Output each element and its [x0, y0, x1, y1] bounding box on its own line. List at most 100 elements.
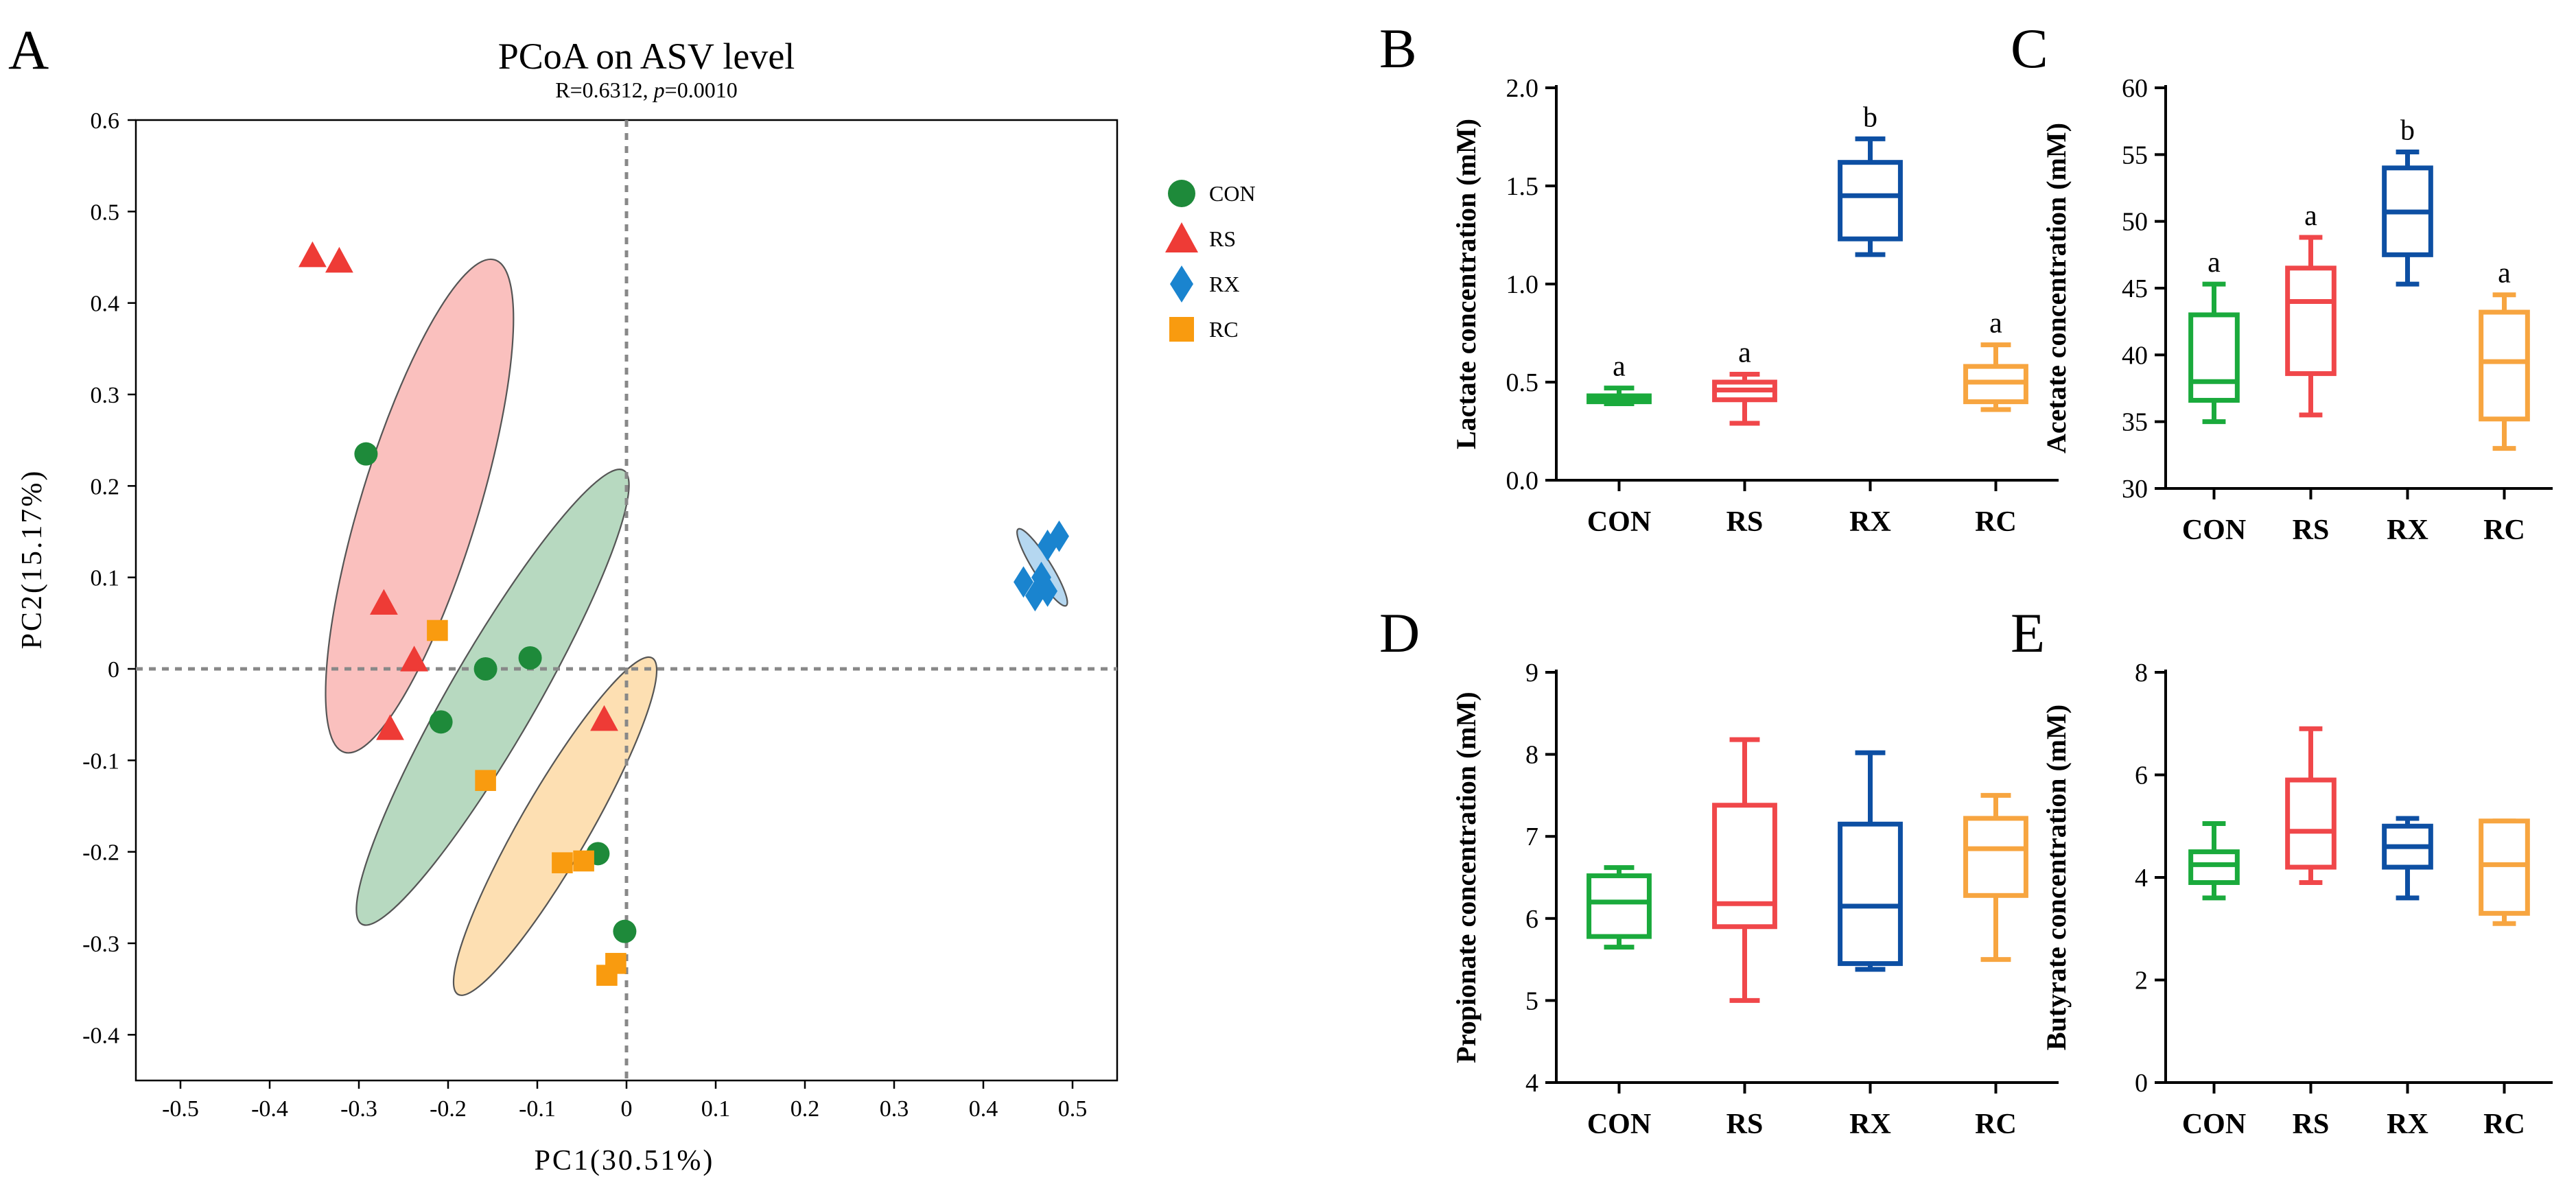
pcoa-legend: CON RS RX RC — [1165, 180, 1256, 342]
panel-label-b: B — [1379, 17, 1417, 80]
pcoa-xtick-label: -0.5 — [162, 1096, 199, 1122]
box-iqr — [1963, 816, 2028, 898]
ytick-label: 0.5 — [1506, 368, 1539, 397]
point-rc — [596, 965, 618, 986]
box-rx — [1838, 136, 1903, 257]
point-rs — [298, 241, 327, 268]
xtick-label-con: CON — [2182, 1109, 2246, 1140]
xtick-label-rc: RC — [1975, 506, 2017, 538]
butyrate-boxplot: 0 2 4 6 8 CON RS RX RC Butyrate concentration (mM… — [2041, 659, 2553, 1140]
box-con — [2188, 281, 2240, 425]
legend-marker-rx — [1170, 265, 1193, 303]
point-con — [354, 442, 378, 466]
pcoa-ytick-label: -0.1 — [82, 748, 119, 774]
point-con — [518, 646, 542, 670]
ytick-label: 8 — [2135, 659, 2148, 687]
pcoa-xtick-label: 0.3 — [880, 1096, 909, 1122]
box-iqr — [1838, 160, 1903, 241]
ytick-label: 6 — [2135, 761, 2148, 790]
pcoa-xtick-label: -0.2 — [430, 1096, 467, 1122]
box-rc — [1963, 342, 2028, 412]
box-con — [1586, 386, 1652, 406]
box-iqr — [1838, 821, 1903, 967]
ytick-label: 1.0 — [1506, 270, 1539, 299]
xtick-label-rs: RS — [2293, 1109, 2330, 1140]
ytick-label: 0.0 — [1506, 466, 1539, 495]
y-axis-label: Propionate concentration (mM) — [1451, 692, 1482, 1063]
xtick-label-rx: RX — [2387, 515, 2428, 546]
box-rs — [1712, 737, 1777, 1003]
ytick-label: 7 — [1525, 823, 1538, 851]
y-axis-label: Butyrate concentration (mM) — [2041, 705, 2072, 1050]
point-rx — [1038, 575, 1058, 607]
point-con — [429, 710, 453, 734]
pcoa-xtick-label: -0.4 — [251, 1096, 288, 1122]
ytick-label: 60 — [2122, 74, 2148, 103]
pcoa-xlabel: PC1(30.51%) — [535, 1145, 715, 1177]
sig-letter: b — [2400, 115, 2415, 146]
point-rc — [475, 770, 496, 791]
y-axis-label: Acetate concentration (mM) — [2041, 123, 2072, 453]
ellipse-con — [355, 469, 630, 926]
point-rs — [376, 714, 404, 740]
pcoa-subtitle: R=0.6312, p=0.0010 — [555, 78, 737, 102]
ytick-label: 5 — [1525, 987, 1538, 1015]
sig-letter: b — [1863, 102, 1877, 133]
point-con — [473, 657, 497, 681]
ytick-label: 6 — [1525, 905, 1538, 934]
sig-letter: a — [2208, 247, 2221, 279]
pcoa-title: PCoA on ASV level — [498, 36, 795, 77]
pcoa-xtick-label: 0 — [621, 1096, 633, 1122]
panel-label-d: D — [1379, 602, 1420, 664]
legend-label-rc: RC — [1209, 317, 1239, 342]
ytick-label: 40 — [2122, 341, 2148, 370]
pcoa-ytick-label: 0.6 — [91, 108, 120, 134]
point-rc — [552, 852, 573, 873]
box-iqr — [2188, 849, 2240, 885]
ellipse-rc — [452, 656, 658, 996]
point-rx — [1014, 566, 1033, 598]
pcoa-ytick-label: -0.4 — [82, 1023, 119, 1048]
xtick-label-rs: RS — [1726, 506, 1764, 538]
pcoa-ytick-label: 0.4 — [91, 292, 120, 317]
y-axis-label: Lactate concentration (mM) — [1451, 119, 1482, 449]
legend-label-rs: RS — [1209, 226, 1236, 251]
box-iqr — [2285, 777, 2337, 870]
ytick-label: 2.0 — [1506, 74, 1539, 103]
box-rc — [2479, 292, 2530, 451]
point-rs — [400, 646, 428, 672]
ytick-label: 1.5 — [1506, 172, 1539, 201]
point-rs — [590, 705, 618, 731]
legend-label-rx: RX — [1209, 272, 1239, 296]
xtick-label-con: CON — [1587, 1109, 1651, 1140]
xtick-label-rx: RX — [1849, 1109, 1891, 1140]
pcoa-ytick-label: 0.3 — [91, 383, 120, 408]
pcoa-xtick-label: -0.1 — [519, 1096, 556, 1122]
sig-letter: a — [1613, 351, 1626, 383]
pcoa-subtitle-p-label: p — [653, 78, 665, 102]
ytick-label: 50 — [2122, 208, 2148, 237]
legend-marker-con — [1168, 180, 1195, 207]
pcoa-xtick-label: -0.3 — [340, 1096, 377, 1122]
xtick-label-rs: RS — [2293, 515, 2330, 546]
box-con — [2188, 821, 2240, 901]
legend-label-con: CON — [1209, 181, 1256, 206]
box-iqr — [2188, 312, 2240, 403]
pcoa-subtitle-p-value: =0.0010 — [665, 78, 738, 102]
sig-letter: a — [1989, 308, 2002, 340]
box-iqr — [1586, 873, 1652, 939]
propionate-boxplot: 4 5 6 7 8 9 CON RS RX RC Propionate concentration … — [1451, 659, 2059, 1140]
box-rc — [2479, 818, 2530, 926]
point-rs — [325, 246, 353, 273]
ytick-label: 30 — [2122, 475, 2148, 504]
ytick-label: 2 — [2135, 967, 2148, 995]
panel-label-c: C — [2011, 17, 2048, 80]
pcoa-ylabel: PC2(15.17%) — [16, 469, 48, 650]
legend-marker-rs — [1165, 222, 1198, 252]
box-iqr — [2479, 309, 2530, 422]
box-con — [1586, 865, 1652, 950]
ellipse-rs — [325, 258, 515, 754]
ytick-label: 35 — [2122, 408, 2148, 437]
panel-label-a: A — [8, 19, 49, 81]
